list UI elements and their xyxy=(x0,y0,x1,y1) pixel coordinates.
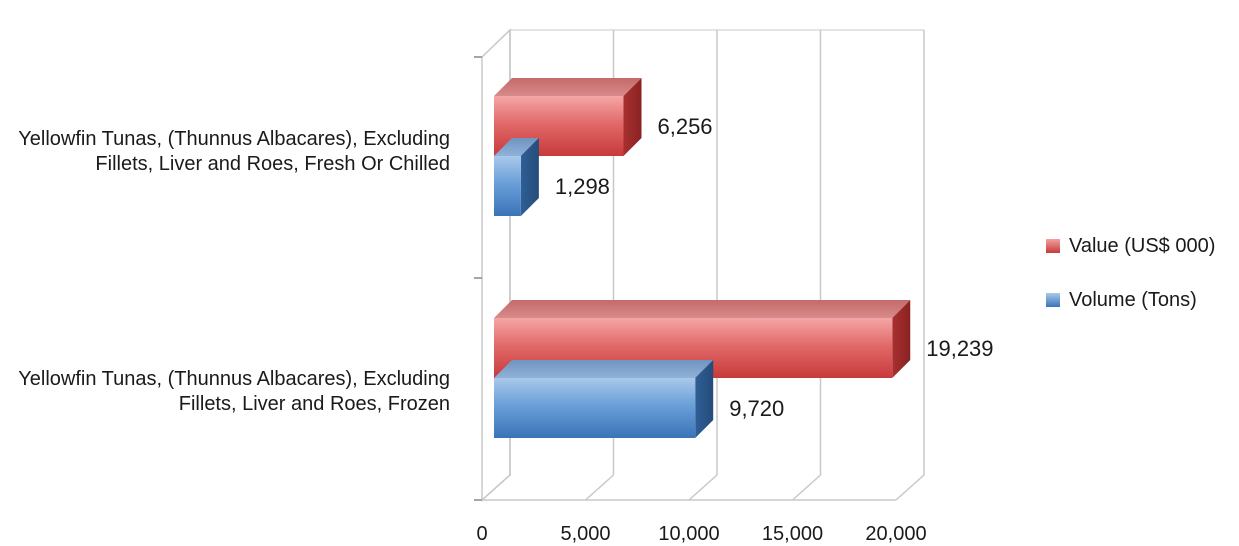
x-tick-label: 20,000 xyxy=(865,523,926,545)
bar-volume-fresh-side xyxy=(520,138,539,216)
floor-gridline xyxy=(895,474,925,501)
legend-swatch-value xyxy=(1046,239,1060,253)
category-label-frozen: Yellowfin Tunas, (Thunnus Albacares), Ex… xyxy=(18,368,450,415)
data-label-value-fresh: 6,256 xyxy=(657,114,712,139)
bar-volume-fresh xyxy=(494,156,521,216)
floor-gridline xyxy=(792,474,821,501)
bar-value-fresh-top xyxy=(494,78,642,96)
bar-value-fresh-side xyxy=(623,78,642,156)
floor-gridline xyxy=(585,474,614,501)
legend-item-value: Value (US$ 000) xyxy=(1046,232,1215,260)
bar-volume-fresh-top xyxy=(494,138,539,156)
bar-value-frozen-top xyxy=(494,300,911,318)
legend: Value (US$ 000) Volume (Tons) xyxy=(1046,232,1215,340)
legend-swatch-volume xyxy=(1046,293,1060,307)
bar-volume-frozen xyxy=(494,378,696,438)
legend-label-value: Value (US$ 000) xyxy=(1069,234,1216,257)
legend-label-volume: Volume (Tons) xyxy=(1069,288,1197,311)
floor-gridline xyxy=(688,474,718,501)
bar-volume-frozen-top xyxy=(494,360,714,378)
x-tick-label: 0 xyxy=(476,523,487,545)
data-label-volume-fresh: 1,298 xyxy=(555,174,610,199)
x-tick-label: 10,000 xyxy=(658,523,719,545)
data-label-value-frozen: 19,239 xyxy=(926,336,993,361)
x-tick-label: 15,000 xyxy=(762,523,823,545)
bar-value-frozen-side xyxy=(892,300,911,378)
floor-gridline xyxy=(481,474,511,501)
category-label-fresh: Yellowfin Tunas, (Thunnus Albacares), Ex… xyxy=(18,128,450,175)
x-tick-label: 5,000 xyxy=(560,523,610,545)
legend-item-volume: Volume (Tons) xyxy=(1046,286,1215,314)
bar-volume-frozen-side xyxy=(695,360,714,438)
data-label-volume-frozen: 9,720 xyxy=(729,396,784,421)
